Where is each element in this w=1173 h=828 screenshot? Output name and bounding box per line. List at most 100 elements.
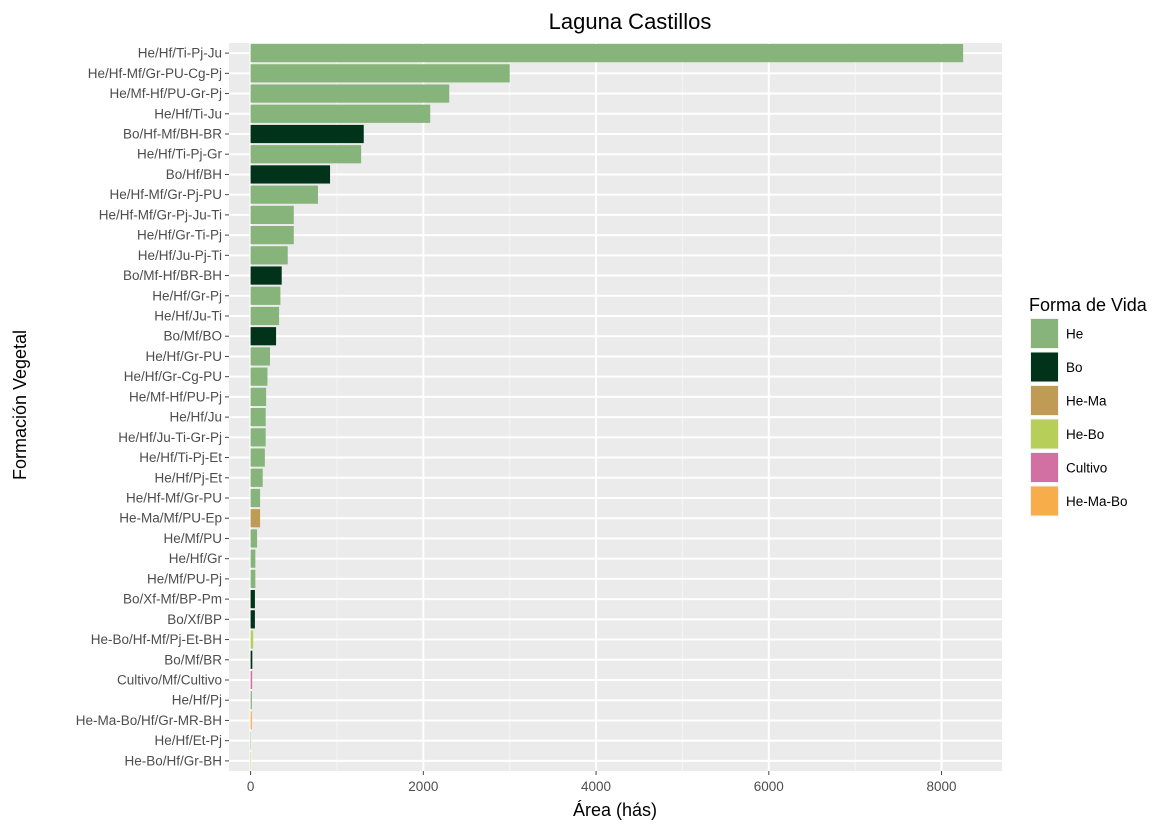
x-tick-label: 6000 xyxy=(754,779,784,794)
x-tick-label: 2000 xyxy=(408,779,438,794)
y-axis: He/Hf/Ti-Pj-Ju He/Hf-Mf/Gr-PU-Cg-Pj He/Mf-… xyxy=(76,46,229,768)
y-tick-label: He/Hf/Ti-Pj-Gr xyxy=(137,147,222,162)
bar xyxy=(250,731,252,750)
y-tick-label: He/Hf/Pj-Et xyxy=(154,470,222,485)
legend-swatch xyxy=(1031,453,1058,482)
y-tick-label: He/Hf/Et-Pj xyxy=(154,733,222,748)
y-tick-label: He/Mf/PU-Pj xyxy=(147,571,222,586)
legend-swatch xyxy=(1031,386,1058,415)
y-tick-label: He/Hf/Gr-Ti-Pj xyxy=(137,228,222,243)
legend-label: He-Bo xyxy=(1066,427,1104,442)
y-tick-label: He/Hf-Mf/Gr-Pj-PU xyxy=(110,187,223,202)
bar xyxy=(250,327,277,346)
legend-label: He-Ma-Bo xyxy=(1066,494,1128,509)
bar xyxy=(250,226,294,245)
plot-panel xyxy=(229,43,1002,771)
bar xyxy=(250,448,265,467)
bar xyxy=(250,670,253,690)
legend-label: He xyxy=(1066,327,1083,342)
bar xyxy=(250,286,281,305)
bar xyxy=(250,408,266,427)
bar xyxy=(250,104,431,123)
bar xyxy=(250,306,280,326)
bar xyxy=(250,650,253,669)
y-tick-label: He/Hf/Ju xyxy=(169,410,222,425)
bar xyxy=(250,751,252,770)
bar xyxy=(250,165,331,184)
x-tick-label: 0 xyxy=(247,779,255,794)
legend-swatch xyxy=(1031,486,1058,516)
bar xyxy=(250,84,450,103)
y-tick-label: Bo/Xf/BP xyxy=(167,612,222,627)
y-axis-label: Formación Vegetal xyxy=(10,330,30,480)
bar xyxy=(250,44,964,63)
y-tick-label: He/Hf/Gr-PU xyxy=(145,349,222,364)
y-tick-label: Cultivo/Mf/Cultivo xyxy=(117,673,222,688)
legend-swatch xyxy=(1031,419,1058,449)
bar xyxy=(250,266,282,285)
x-axis-label: Área (hás) xyxy=(573,800,657,820)
bar xyxy=(250,569,256,588)
y-tick-label: He/Hf/Ti-Ju xyxy=(154,106,222,121)
legend-label: Bo xyxy=(1066,360,1083,375)
bar xyxy=(250,205,294,224)
y-tick-label: He/Hf/Pj xyxy=(172,693,222,708)
legend-swatch xyxy=(1031,352,1058,382)
bar xyxy=(250,246,288,265)
bars xyxy=(250,44,964,770)
y-tick-label: He/Hf/Ju-Pj-Ti xyxy=(138,248,222,263)
y-tick-label: Bo/Hf-Mf/BH-BR xyxy=(123,127,222,142)
x-tick-label: 4000 xyxy=(581,779,611,794)
bar xyxy=(250,529,258,548)
y-tick-label: He/Mf-Hf/PU-Gr-Pj xyxy=(110,86,223,101)
bar xyxy=(250,145,362,164)
y-tick-label: He/Hf/Ju-Ti xyxy=(154,309,222,324)
y-tick-label: Bo/Xf-Mf/BP-Pm xyxy=(123,592,222,607)
y-tick-label: He/Hf/Ti-Pj-Et xyxy=(139,450,222,465)
bar xyxy=(250,610,255,629)
y-tick-label: He/Hf/Gr-Pj xyxy=(152,288,222,303)
bar xyxy=(250,711,252,730)
bar xyxy=(250,630,254,649)
legend-title: Forma de Vida xyxy=(1029,295,1148,315)
bar xyxy=(250,428,266,447)
y-tick-label: He/Mf-Hf/PU-Pj xyxy=(129,389,222,404)
y-tick-label: Bo/Mf/BO xyxy=(163,329,222,344)
bar xyxy=(250,468,263,487)
y-tick-label: He/Hf-Mf/Gr-PU-Cg-Pj xyxy=(88,66,222,81)
bar xyxy=(250,488,261,508)
y-tick-label: He/Hf-Mf/Gr-Pj-Ju-Ti xyxy=(99,207,222,222)
bar xyxy=(250,590,255,609)
legend: Forma de Vida He Bo He-Ma He-Bo Cultivo He-Ma… xyxy=(1029,295,1148,517)
chart-title: Laguna Castillos xyxy=(549,9,712,34)
y-tick-label: He/Hf/Gr-Cg-PU xyxy=(124,369,222,384)
y-tick-label: He/Hf/Gr xyxy=(169,551,223,566)
y-tick-label: He-Bo/Hf/Gr-BH xyxy=(124,753,222,768)
y-tick-label: Bo/Mf-Hf/BR-BH xyxy=(123,268,222,283)
y-tick-label: Bo/Mf/BR xyxy=(164,652,222,667)
y-tick-label: He/Hf/Ju-Ti-Gr-Pj xyxy=(118,430,222,445)
x-axis: 0 2000 4000 6000 8000 xyxy=(247,771,957,794)
y-tick-label: He-Ma-Bo/Hf/Gr-MR-BH xyxy=(76,713,222,728)
y-tick-label: Bo/Hf/BH xyxy=(166,167,222,182)
bar xyxy=(250,549,256,568)
bar xyxy=(250,64,510,83)
y-tick-label: He-Bo/Hf-Mf/Pj-Et-BH xyxy=(91,632,222,647)
legend-label: He-Ma xyxy=(1066,394,1107,409)
y-tick-label: He-Ma/Mf/PU-Ep xyxy=(119,511,222,526)
x-tick-label: 8000 xyxy=(927,779,957,794)
bar xyxy=(250,367,268,386)
y-tick-label: He/Hf-Mf/Gr-PU xyxy=(126,491,222,506)
bar xyxy=(250,347,271,366)
legend-swatch xyxy=(1031,319,1058,348)
y-tick-label: He/Hf/Ti-Pj-Ju xyxy=(138,46,222,61)
bar xyxy=(250,691,252,710)
bar xyxy=(250,124,364,144)
bar xyxy=(250,185,318,204)
bar xyxy=(250,387,267,406)
legend-label: Cultivo xyxy=(1066,461,1107,476)
bar xyxy=(250,509,261,528)
y-tick-label: He/Mf/PU xyxy=(163,531,222,546)
